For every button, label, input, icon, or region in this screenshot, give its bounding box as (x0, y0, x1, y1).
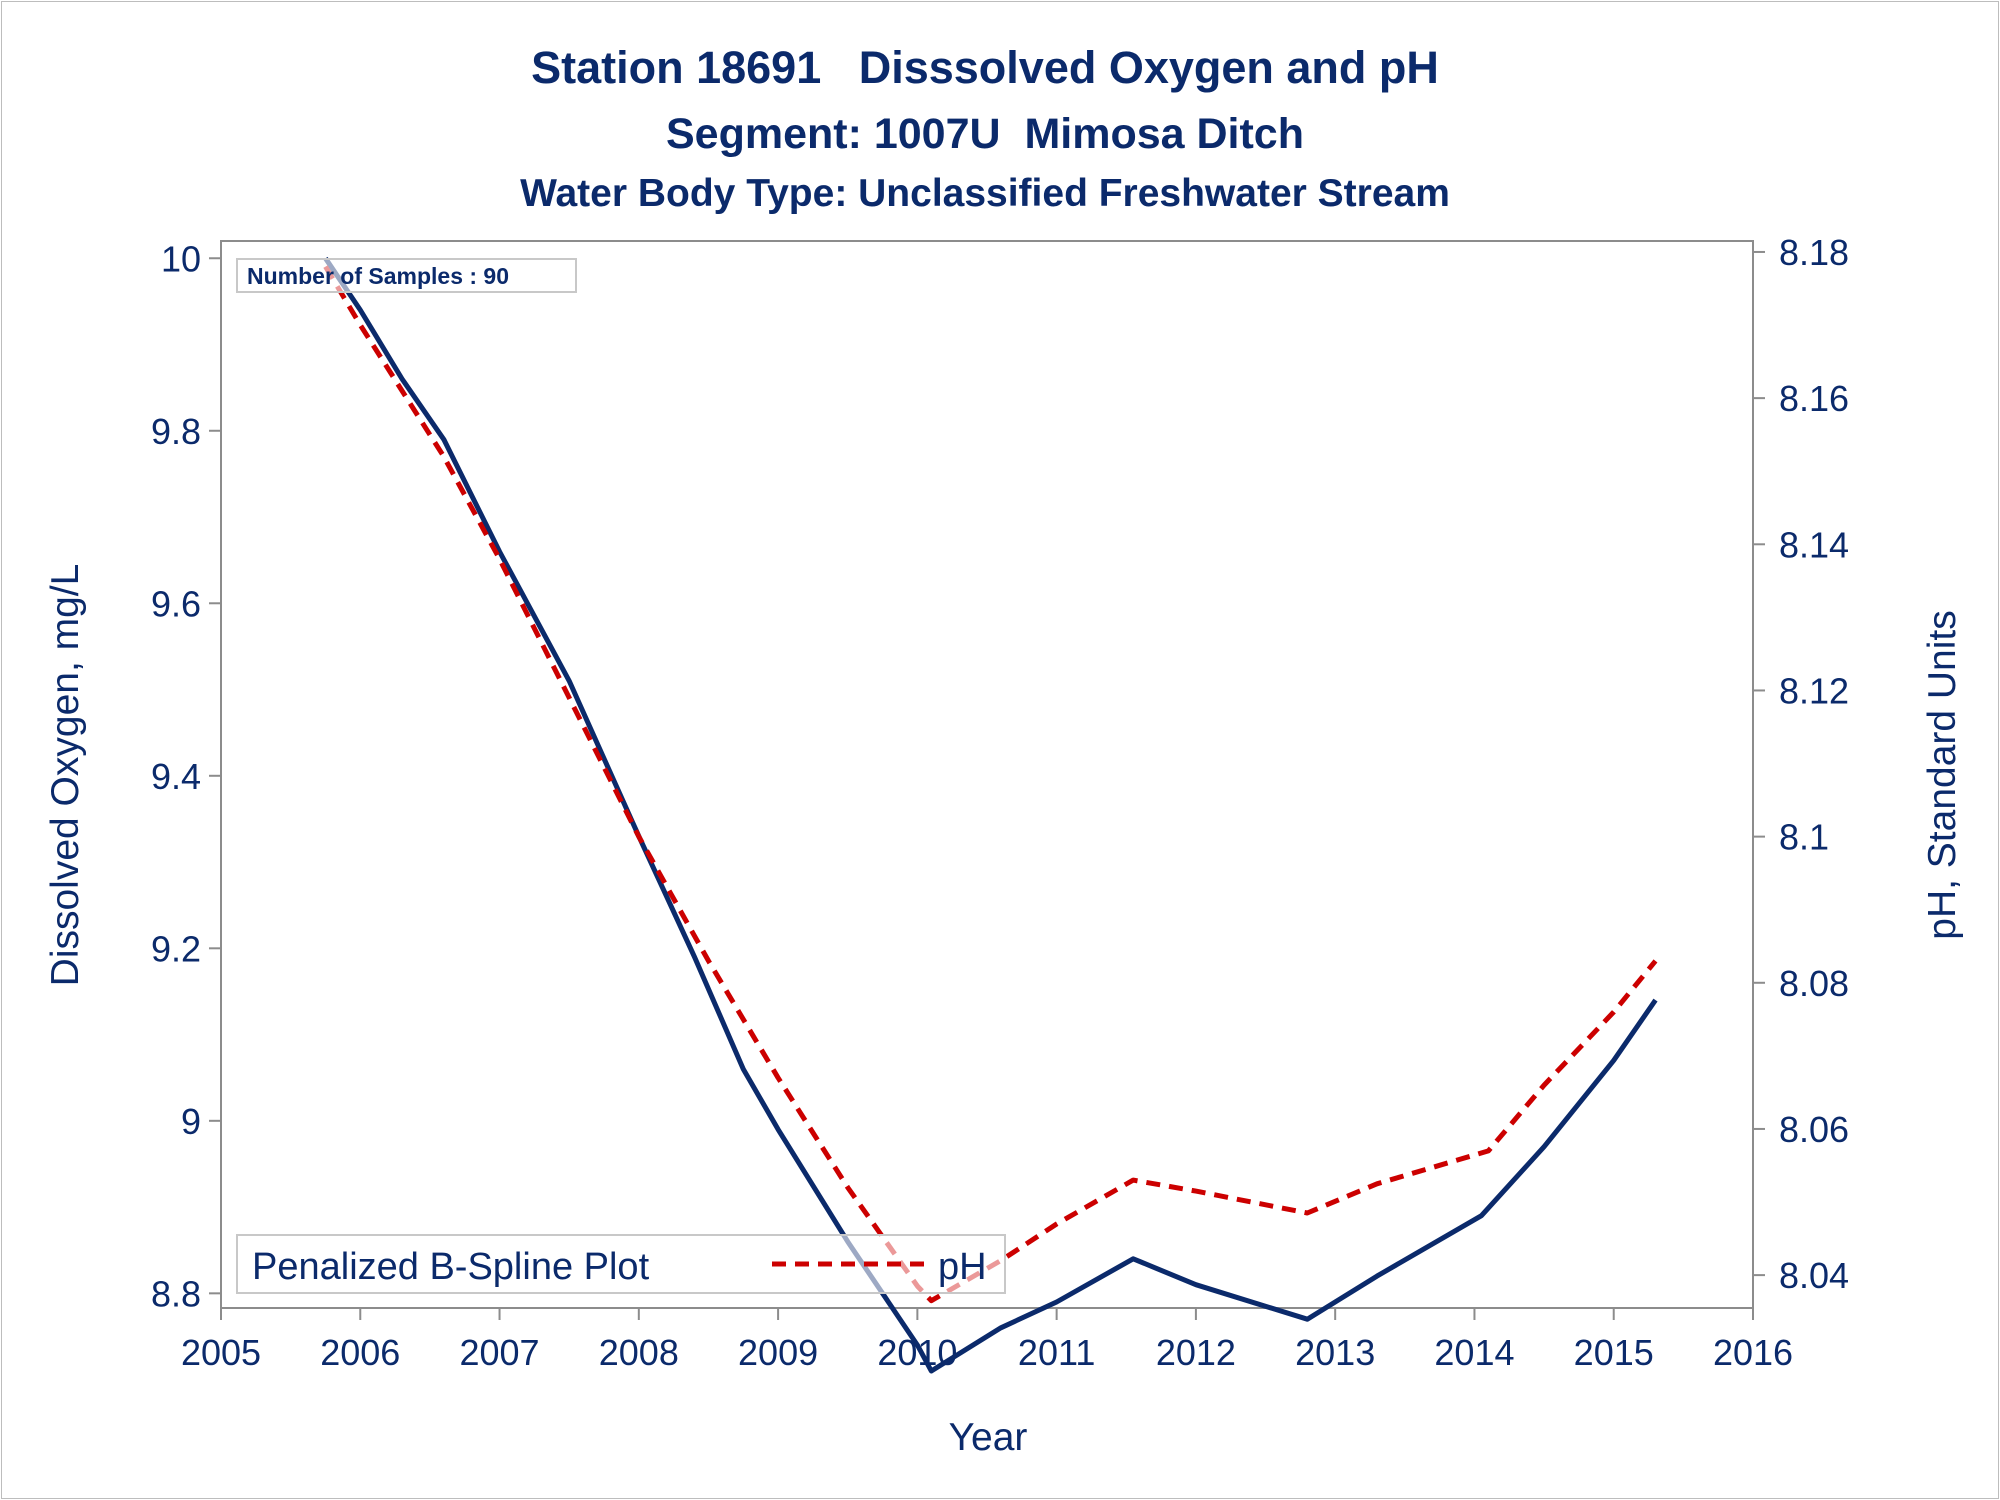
y-tick-label: 9.2 (151, 928, 201, 969)
series-layer (323, 256, 1658, 1374)
sample-count-text: Number of Samples : 90 (247, 263, 509, 289)
y2-tick-label: 8.12 (1779, 670, 1849, 711)
y-tick-label: 10 (161, 238, 201, 279)
chart-title: Station 18691 Disssolved Oxygen and pH (531, 42, 1439, 93)
x-tick-label: 2016 (1713, 1332, 1793, 1373)
x-axis: 2005 2006 2007 2008 2009 2010 2011 2012 2013 2014… (181, 1308, 1793, 1373)
y-tick-label: 9.8 (151, 411, 201, 452)
x-tick-label: 2008 (599, 1332, 679, 1373)
x-tick-label: 2012 (1156, 1332, 1236, 1373)
x-tick-label: 2015 (1574, 1332, 1654, 1373)
y2-tick-label: 8.08 (1779, 963, 1849, 1004)
y2-axis-label: pH, Standard Units (1921, 610, 1964, 940)
y2-tick-label: 8.04 (1779, 1255, 1849, 1296)
legend: Penalized B-Spline Plot pH (236, 1234, 1006, 1294)
y2-tick-label: 8.1 (1779, 817, 1829, 858)
y2-tick-label: 8.18 (1779, 232, 1849, 273)
legend-title: Penalized B-Spline Plot (252, 1246, 650, 1288)
y2-tick-label: 8.16 (1779, 378, 1849, 419)
x-tick-label: 2006 (320, 1332, 400, 1373)
ph-series-line (323, 265, 1658, 1304)
y-axis-right: 8.04 8.06 8.08 8.1 8.12 8.14 8.16 8.18 (1753, 232, 1849, 1296)
x-tick-label: 2013 (1295, 1332, 1375, 1373)
x-tick-label: 2011 (1018, 1332, 1095, 1373)
x-axis-label: Year (949, 1416, 1028, 1459)
y-axis-label: Dissolved Oxygen, mg/L (44, 564, 87, 987)
dissolved-oxygen-series-line (323, 256, 1658, 1374)
y-axis-left: 8.8 9 9.2 9.4 9.6 9.8 10 (151, 238, 221, 1314)
chart-subtitle: Segment: 1007U Mimosa Ditch (666, 110, 1304, 158)
legend-label-ph: pH (938, 1246, 987, 1288)
x-tick-label: 2014 (1434, 1332, 1514, 1373)
plot-area (220, 240, 1754, 1309)
y-tick-label: 9.4 (151, 756, 201, 797)
sample-count-box: Number of Samples : 90 (236, 258, 577, 293)
y2-tick-label: 8.06 (1779, 1109, 1849, 1150)
y-tick-label: 9 (181, 1101, 201, 1142)
x-tick-label: 2010 (877, 1332, 957, 1373)
x-tick-label: 2009 (738, 1332, 818, 1373)
x-tick-label: 2005 (181, 1332, 261, 1373)
chart-subtitle-2: Water Body Type: Unclassified Freshwater… (520, 172, 1450, 215)
y-tick-label: 9.6 (151, 583, 201, 624)
x-tick-label: 2007 (459, 1332, 539, 1373)
y2-tick-label: 8.14 (1779, 524, 1849, 565)
y-tick-label: 8.8 (151, 1273, 201, 1314)
